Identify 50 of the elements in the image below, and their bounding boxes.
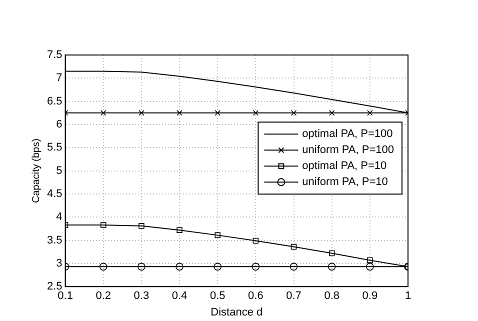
point: [328, 262, 336, 271]
point: [328, 250, 335, 256]
point: [328, 110, 335, 116]
x-tick-label: 0.4: [172, 290, 188, 302]
y-tick-label: 6: [56, 118, 62, 131]
legend-label: uniform PA, P=100: [302, 144, 394, 156]
legend-label: optimal PA, P=100: [302, 128, 393, 140]
point: [214, 262, 222, 271]
point: [100, 110, 106, 116]
point: [100, 222, 106, 228]
legend-label: uniform PA, P=10: [302, 176, 388, 188]
point: [138, 262, 146, 271]
y-tick-label: 6.5: [46, 95, 62, 108]
x-axis-title: Distance d: [210, 306, 263, 318]
point: [252, 238, 259, 244]
point: [367, 110, 373, 116]
y-tick-label: 5.5: [46, 142, 62, 154]
point: [290, 244, 297, 250]
point: [214, 110, 220, 116]
y-tick-label: 5: [56, 164, 62, 177]
point: [138, 223, 144, 229]
point: [138, 110, 144, 116]
x-tick-label: 0.7: [286, 290, 302, 302]
point: [366, 262, 374, 271]
point: [252, 262, 260, 271]
point: [176, 262, 184, 271]
point: [176, 227, 182, 233]
y-tick-label: 3.5: [46, 234, 62, 246]
y-tick-label: 7.5: [46, 49, 62, 62]
y-tick-label: 4.5: [46, 188, 62, 200]
x-tick-label: 0.6: [248, 290, 264, 302]
x-tick-label: 0.1: [58, 290, 73, 302]
x-tick-label: 0.8: [324, 290, 340, 302]
y-tick-label: 3: [56, 257, 62, 270]
x-tick-label: 0.9: [362, 290, 378, 302]
x-tick-label: 0.2: [96, 290, 112, 302]
x-tick-label: 0.3: [134, 290, 150, 302]
point: [367, 257, 373, 264]
legend-label: optimal PA, P=10: [302, 160, 387, 172]
y-axis-title: Capacity (bps): [30, 138, 42, 204]
y-tick-label: 4: [56, 211, 62, 224]
x-tick-label: 0.5: [210, 290, 226, 302]
x-tick-label: 1: [404, 290, 412, 302]
point: [290, 110, 297, 116]
point: [252, 110, 259, 116]
point: [214, 232, 220, 238]
point: [176, 110, 182, 116]
point: [99, 262, 108, 271]
y-tick-label: 7: [56, 72, 62, 84]
point: [290, 262, 298, 271]
